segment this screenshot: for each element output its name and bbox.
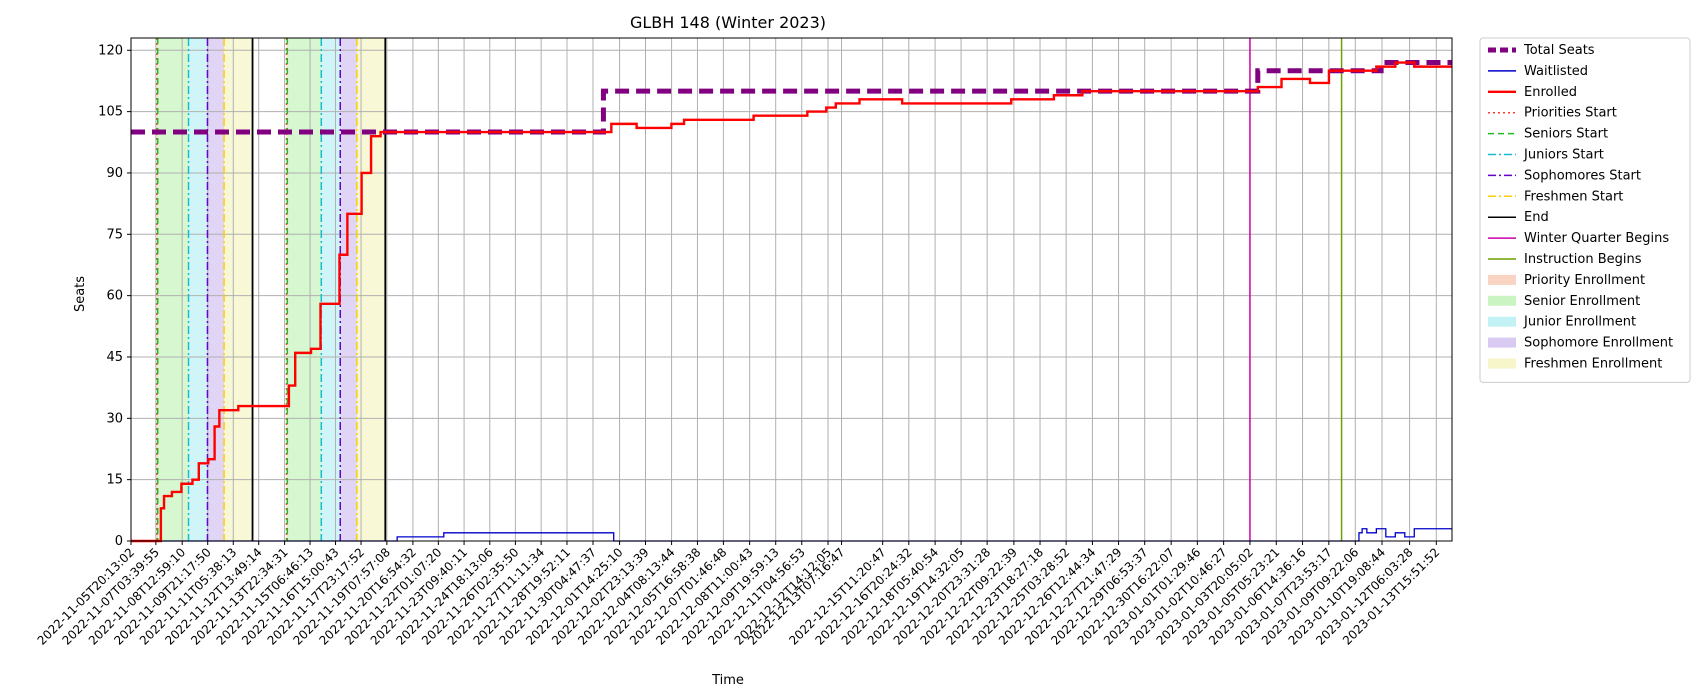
y-tick-label: 120 — [98, 43, 123, 58]
legend-label: Waitlisted — [1524, 64, 1588, 79]
legend-label: Priority Enrollment — [1524, 273, 1645, 288]
y-tick-label: 15 — [106, 473, 123, 488]
span-junior-enrollment — [188, 38, 208, 541]
y-tick-label: 0 — [115, 534, 123, 549]
legend-item-juniors-start: Juniors Start — [1488, 148, 1604, 163]
grid — [130, 38, 1452, 542]
legend: Total Seats Waitlisted Enrolled Priorities … — [1479, 37, 1691, 383]
legend-item-end: End — [1488, 210, 1549, 225]
legend-box — [1479, 37, 1691, 383]
y-tick-label: 90 — [106, 166, 123, 181]
series-total-seats — [131, 60, 1452, 135]
legend-item-sophomores-start: Sophomores Start — [1488, 168, 1641, 183]
legend-label: Sophomores Start — [1524, 168, 1641, 183]
x-axis-label: Time — [711, 673, 744, 688]
legend-item-instruction-begins: Instruction Begins — [1488, 252, 1642, 267]
legend-label: Total Seats — [1523, 43, 1595, 58]
plot-frame — [130, 37, 1453, 542]
series-enrolled — [131, 61, 1452, 543]
legend-item-sophomore-enrollment: Sophomore Enrollment — [1488, 336, 1673, 351]
legend-item-enrolled: Enrolled — [1488, 85, 1577, 100]
legend-swatch — [1488, 316, 1516, 327]
span-senior-enrollment — [287, 38, 322, 541]
y-tick-label: 30 — [106, 411, 123, 426]
legend-label: Instruction Begins — [1524, 252, 1642, 267]
legend-label: Seniors Start — [1524, 127, 1608, 142]
legend-swatch — [1488, 337, 1516, 348]
legend-label: Sophomore Enrollment — [1524, 336, 1673, 351]
legend-label: Enrolled — [1524, 85, 1577, 100]
series-lines — [131, 60, 1452, 543]
y-tick-label: 60 — [106, 289, 123, 304]
y-axis-ticks: 0 15 30 45 60 75 90 105 120 — [98, 43, 131, 549]
legend-swatch — [1488, 358, 1516, 369]
y-tick-label: 75 — [106, 227, 123, 242]
legend-label: Winter Quarter Begins — [1524, 231, 1669, 246]
event-lines — [156, 38, 1343, 541]
y-tick-label: 45 — [106, 350, 123, 365]
legend-label: Freshmen Enrollment — [1524, 357, 1662, 372]
enrollment-spans — [156, 38, 386, 541]
legend-item-junior-enrollment: Junior Enrollment — [1488, 315, 1636, 330]
span-sophomore-enrollment — [340, 38, 357, 541]
span-senior-enrollment — [157, 38, 189, 541]
legend-item-senior-enrollment: Senior Enrollment — [1488, 294, 1640, 309]
legend-item-priorities-start: Priorities Start — [1488, 106, 1617, 121]
legend-label: Senior Enrollment — [1524, 294, 1640, 309]
span-freshmen-enrollment — [224, 38, 253, 541]
span-sophomore-enrollment — [207, 38, 225, 541]
y-tick-label: 105 — [98, 105, 123, 120]
legend-item-winter-quarter-begins: Winter Quarter Begins — [1488, 231, 1669, 246]
legend-label: End — [1524, 210, 1549, 225]
legend-item-freshmen-enrollment: Freshmen Enrollment — [1488, 357, 1662, 372]
x-axis-ticks: 2022-11-05T20:13:022022-11-07T03:39:5520… — [35, 541, 1442, 648]
legend-label: Junior Enrollment — [1523, 315, 1636, 330]
span-junior-enrollment — [321, 38, 341, 541]
legend-label: Priorities Start — [1524, 106, 1617, 121]
legend-item-total-seats: Total Seats — [1488, 43, 1595, 58]
legend-item-waitlisted: Waitlisted — [1488, 64, 1588, 79]
legend-item-freshmen-start: Freshmen Start — [1488, 189, 1623, 204]
series-waitlisted — [131, 528, 1452, 542]
legend-label: Juniors Start — [1523, 148, 1604, 163]
legend-item-seniors-start: Seniors Start — [1488, 127, 1608, 142]
chart-title: GLBH 148 (Winter 2023) — [630, 13, 826, 32]
span-freshmen-enrollment — [356, 38, 386, 541]
legend-item-priority-enrollment: Priority Enrollment — [1488, 273, 1645, 288]
legend-label: Freshmen Start — [1524, 189, 1623, 204]
legend-swatch — [1488, 274, 1516, 285]
legend-swatch — [1488, 295, 1516, 306]
y-axis-label: Seats — [73, 276, 88, 312]
